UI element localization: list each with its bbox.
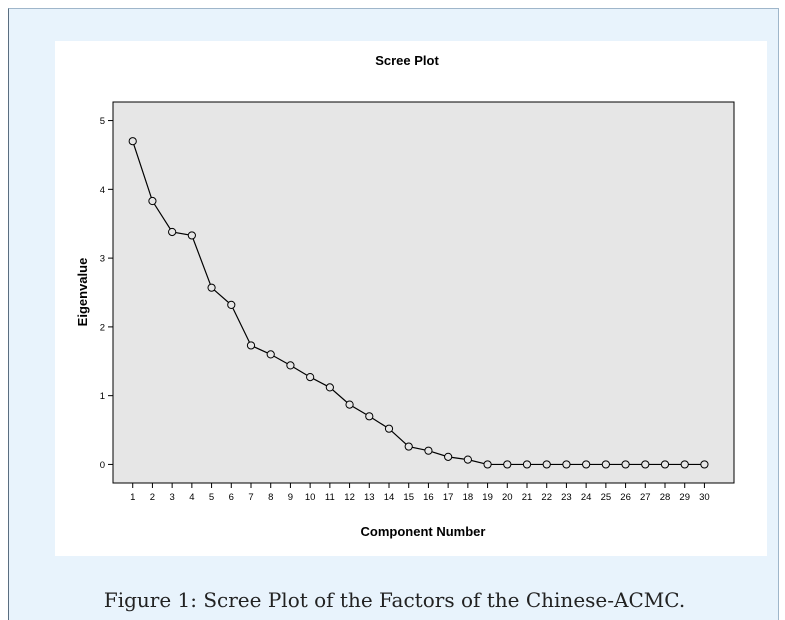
x-tick-label: 18 bbox=[463, 492, 474, 503]
x-tick-label: 4 bbox=[189, 492, 194, 503]
x-tick-label: 29 bbox=[679, 492, 690, 503]
x-tick-label: 26 bbox=[620, 492, 631, 503]
x-tick-label: 16 bbox=[423, 492, 434, 503]
data-point bbox=[582, 460, 591, 469]
data-point bbox=[325, 383, 334, 392]
data-point bbox=[641, 460, 650, 469]
x-tick-label: 13 bbox=[364, 492, 375, 503]
y-tick-label: 1 bbox=[100, 391, 105, 402]
x-tick-label: 11 bbox=[325, 492, 335, 503]
data-point bbox=[207, 283, 216, 292]
x-tick-label: 19 bbox=[482, 492, 493, 503]
y-axis-label: Eigenvalue bbox=[75, 258, 90, 327]
data-point bbox=[266, 350, 275, 359]
data-point bbox=[424, 446, 433, 455]
x-tick-label: 20 bbox=[502, 492, 513, 503]
x-tick-label: 5 bbox=[209, 492, 214, 503]
x-tick-label: 24 bbox=[581, 492, 592, 503]
data-point bbox=[660, 460, 670, 469]
data-point bbox=[384, 424, 394, 433]
x-tick-label: 14 bbox=[384, 492, 395, 503]
data-point bbox=[463, 455, 472, 464]
x-tick-label: 9 bbox=[288, 492, 293, 503]
data-point bbox=[365, 412, 374, 421]
chart-title: Scree Plot bbox=[375, 53, 439, 68]
x-tick-label: 2 bbox=[150, 492, 155, 503]
data-point bbox=[286, 361, 295, 370]
data-point bbox=[483, 460, 492, 469]
x-tick-label: 3 bbox=[169, 492, 174, 503]
data-point bbox=[562, 460, 571, 469]
x-tick-label: 15 bbox=[403, 492, 414, 503]
x-axis-label: Component Number bbox=[361, 524, 486, 539]
y-tick-label: 5 bbox=[100, 116, 105, 127]
x-tick-label: 8 bbox=[268, 492, 273, 503]
x-tick-label: 28 bbox=[660, 492, 671, 503]
figure-caption: Figure 1: Scree Plot of the Factors of t… bbox=[103, 588, 686, 612]
data-point bbox=[601, 460, 610, 469]
data-point bbox=[246, 341, 256, 350]
y-tick-label: 4 bbox=[100, 185, 105, 196]
data-point bbox=[522, 460, 532, 469]
data-point bbox=[404, 442, 413, 451]
x-tick-label: 23 bbox=[561, 492, 572, 503]
data-point bbox=[621, 460, 630, 469]
data-point bbox=[148, 196, 157, 206]
x-axis-ticks: 1 2 3 4 5 6 7 8 9 10 11 12 13 14 15 16 17 18 19 20 21 22 23 24 2… bbox=[130, 483, 710, 503]
data-point bbox=[227, 300, 236, 309]
data-point bbox=[306, 372, 315, 382]
data-point bbox=[345, 400, 354, 409]
y-tick-label: 3 bbox=[100, 254, 105, 265]
data-point bbox=[542, 460, 551, 469]
x-tick-label: 1 bbox=[130, 492, 135, 503]
data-point bbox=[700, 460, 709, 469]
x-tick-label: 30 bbox=[699, 492, 710, 503]
data-point bbox=[444, 452, 453, 461]
data-point bbox=[187, 231, 196, 240]
x-tick-label: 21 bbox=[522, 492, 533, 503]
x-tick-label: 10 bbox=[305, 492, 316, 503]
data-point bbox=[128, 137, 137, 146]
x-tick-label: 27 bbox=[640, 492, 651, 503]
x-tick-label: 7 bbox=[248, 492, 253, 503]
x-tick-label: 22 bbox=[541, 492, 552, 503]
data-point bbox=[503, 460, 512, 469]
x-tick-label: 17 bbox=[443, 492, 454, 503]
series-layer bbox=[128, 137, 709, 469]
plot-area bbox=[112, 101, 735, 484]
data-point bbox=[680, 460, 689, 469]
data-point bbox=[168, 227, 177, 237]
x-tick-label: 12 bbox=[344, 492, 355, 503]
x-tick-label: 25 bbox=[601, 492, 612, 503]
y-tick-label: 0 bbox=[100, 460, 105, 471]
y-axis-ticks: 0 1 2 3 4 5 bbox=[100, 116, 113, 471]
y-tick-label: 2 bbox=[100, 322, 105, 333]
x-tick-label: 6 bbox=[229, 492, 234, 503]
